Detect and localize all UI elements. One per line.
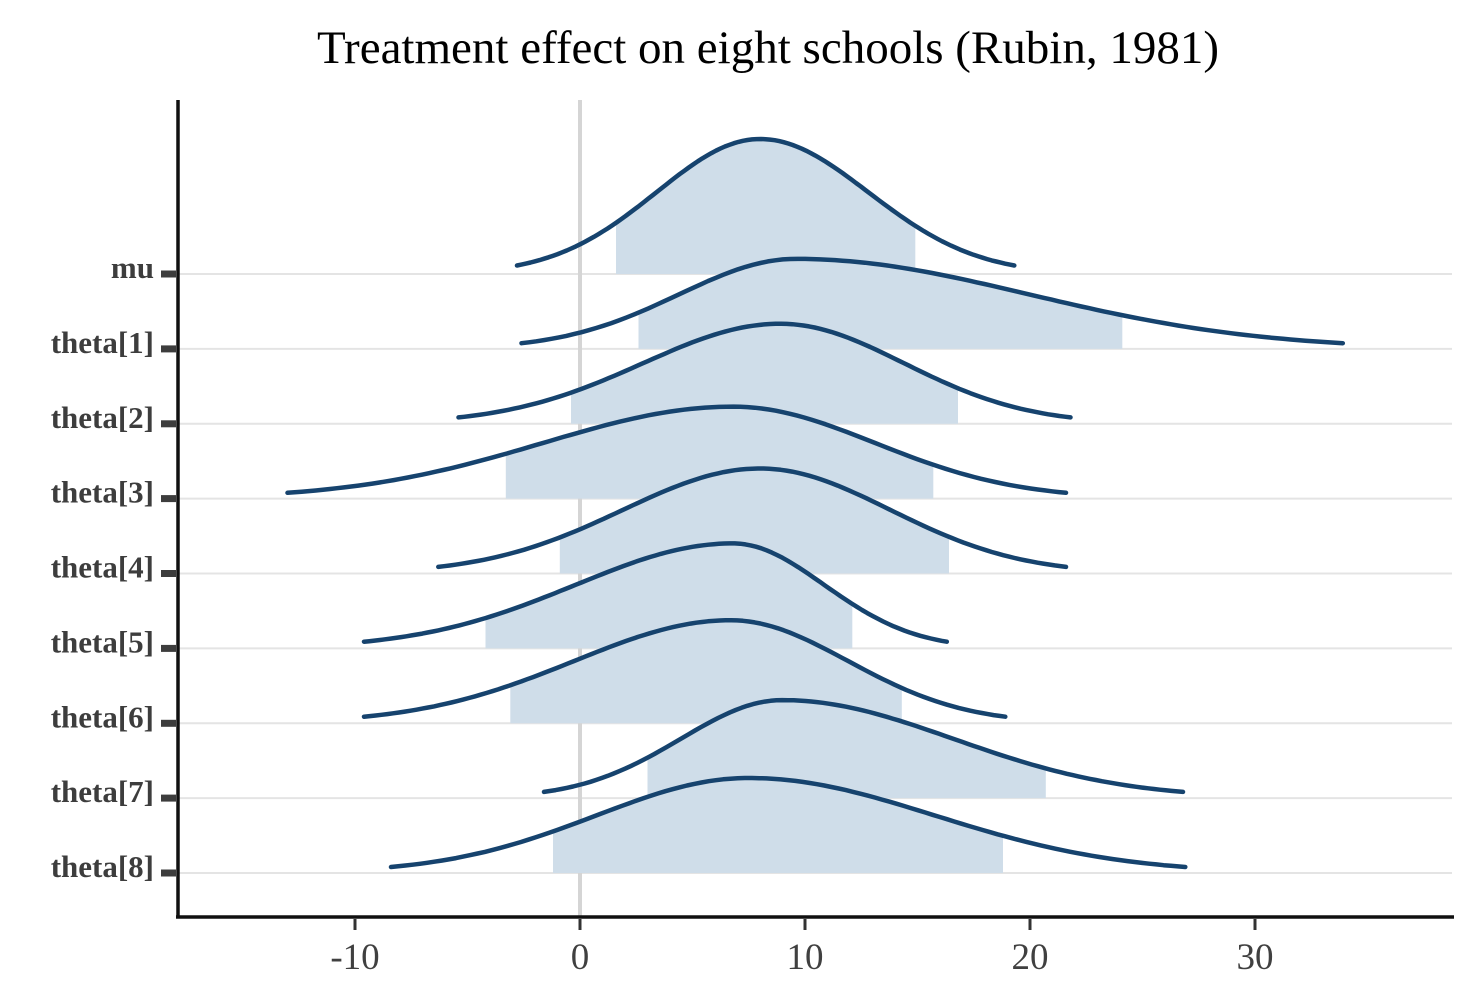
density-curves <box>285 136 1346 870</box>
y-tick-mark <box>161 420 176 428</box>
x-tick-marks <box>353 919 1257 930</box>
y-axis-label: mu <box>111 250 154 285</box>
y-tick-mark <box>161 869 176 877</box>
density-curve-8 <box>388 775 1188 870</box>
y-tick-marks <box>161 270 176 877</box>
density-fill-3 <box>505 406 934 499</box>
density-curve-4 <box>436 466 1069 570</box>
density-fill-8 <box>553 778 1003 873</box>
y-tick-mark <box>161 495 176 503</box>
density-curve-0 <box>514 136 1017 268</box>
y-axis-label: theta[1] <box>51 325 154 360</box>
y-tick-mark <box>161 644 176 652</box>
density-fill-2 <box>571 323 958 424</box>
x-tick-label: 0 <box>571 937 590 978</box>
y-tick-mark <box>161 570 176 577</box>
x-tick-label: 20 <box>1012 937 1049 978</box>
density-fill-0 <box>616 139 916 274</box>
y-axis-label: theta[5] <box>51 624 154 659</box>
y-tick-mark <box>161 345 176 353</box>
x-tick-label: 10 <box>787 937 824 978</box>
x-tick-label: -10 <box>330 937 379 978</box>
y-axis-label: theta[6] <box>51 699 154 734</box>
density-fill-7 <box>647 700 1046 799</box>
density-curve-3 <box>285 404 1069 496</box>
y-axis-label: theta[3] <box>51 475 154 510</box>
y-tick-mark <box>161 270 176 278</box>
density-curve-6 <box>361 618 1008 719</box>
y-tick-mark <box>161 719 176 727</box>
y-tick-mark <box>161 794 176 802</box>
x-tick-label: 30 <box>1237 937 1274 978</box>
chart-title: Treatment effect on eight schools (Rubin… <box>317 22 1219 74</box>
density-curve-5 <box>361 541 950 644</box>
density-curve-1 <box>519 256 1346 346</box>
y-axis-label: theta[2] <box>51 400 154 435</box>
y-axis-label: theta[4] <box>51 550 154 585</box>
density-curve-7 <box>541 697 1186 795</box>
axis-lines <box>176 100 1454 919</box>
y-axis-label: theta[8] <box>51 849 154 884</box>
y-axis-labels: mu theta[1] theta[2] theta[3] theta[4] theta[… <box>51 250 154 884</box>
y-axis-label: theta[7] <box>51 774 154 809</box>
x-tick-labels: -10 0 10 20 30 <box>330 937 1273 978</box>
density-curve-2 <box>456 321 1073 420</box>
density-fill-6 <box>510 620 902 724</box>
